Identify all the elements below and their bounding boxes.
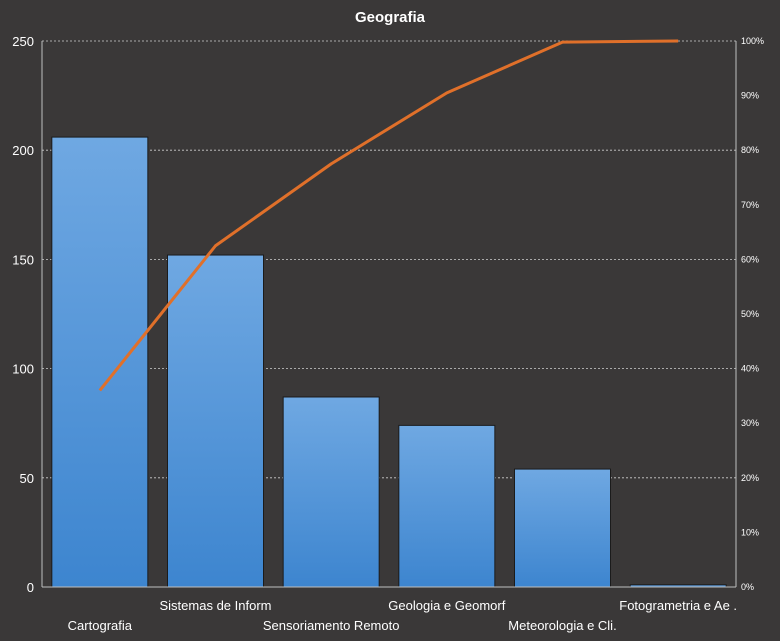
bars [51, 136, 727, 588]
x-tick-label: Fotogrametria e Ae . [619, 598, 737, 613]
bar [398, 424, 496, 588]
x-tick-label: Sensoriamento Remoto [263, 618, 400, 633]
x-tick-label: Meteorologia e Cli. [508, 618, 616, 633]
bar [513, 468, 612, 588]
x-axis: Cartografia Sistemas de Inform Sensoriamen… [42, 586, 737, 633]
y2-tick-label: 10% [741, 527, 759, 537]
y2-tick-label: 30% [741, 418, 759, 428]
y2-tick-label: 100% [741, 36, 764, 46]
y-tick-label: 100 [12, 362, 34, 377]
cumulative-line-layer [98, 39, 679, 392]
chart-title: Geografia [355, 9, 426, 26]
bar [282, 396, 380, 588]
y2-tick-label: 80% [741, 145, 759, 155]
y-tick-label: 150 [12, 252, 34, 267]
y2-tick-label: 60% [741, 254, 759, 264]
bar [166, 254, 265, 588]
x-tick-label: Cartografia [68, 618, 133, 633]
y2-tick-label: 40% [741, 364, 759, 374]
y2-tick-label: 20% [741, 473, 759, 483]
bar [51, 136, 149, 588]
y2-tick-label: 70% [741, 200, 759, 210]
y2-tick-label: 0% [741, 582, 754, 592]
y-tick-label: 50 [20, 471, 34, 486]
y-tick-label: 250 [12, 34, 34, 49]
x-tick-label: Geologia e Geomorf [388, 598, 505, 613]
y2-axis: 0% 10% 20% 30% 40% 50% 60% 70% 80% 90% 100% [735, 36, 764, 592]
y2-tick-label: 50% [741, 309, 759, 319]
y-tick-label: 0 [27, 580, 34, 595]
x-tick-label: Sistemas de Inform [160, 598, 272, 613]
y-tick-label: 200 [12, 143, 34, 158]
y-axis: 0 50 100 150 200 250 [12, 34, 43, 595]
cumulative-line [98, 39, 679, 392]
y2-tick-label: 90% [741, 91, 759, 101]
